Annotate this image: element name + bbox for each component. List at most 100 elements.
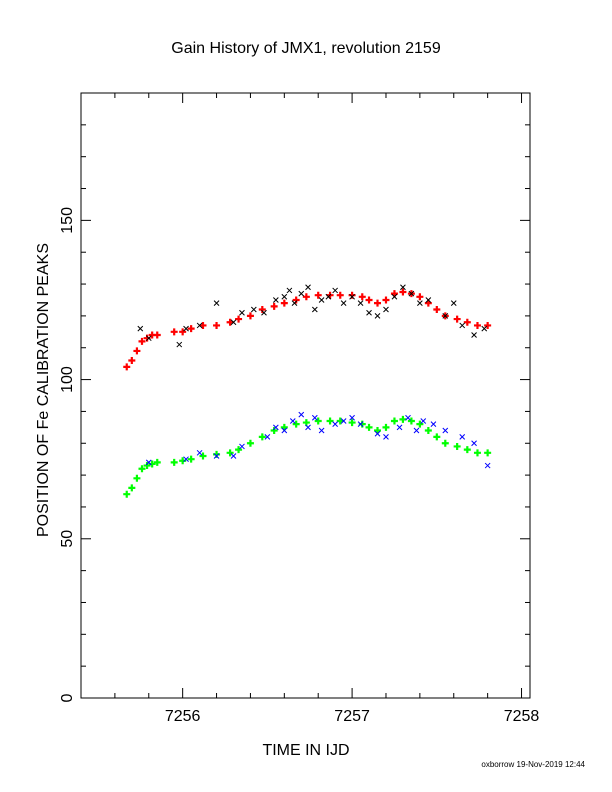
data-point-cross [471,440,477,447]
data-point-plus [453,315,461,323]
data-point-cross [349,414,355,421]
data-point-plus [358,293,366,301]
data-point-plus [348,291,356,299]
data-point-plus [199,452,207,460]
data-point-plus [123,490,131,498]
data-point-cross [291,300,298,307]
data-point-plus [133,474,141,482]
data-point-plus [365,423,373,431]
data-point-cross [357,421,364,428]
data-point-plus [270,427,278,435]
footer-credit: oxborrow 19-Nov-2019 12:44 [481,760,585,769]
data-point-cross [272,424,279,431]
data-point-cross [400,284,406,291]
data-point-plus [374,299,382,307]
data-point-plus [235,446,243,454]
data-point-plus [170,458,178,466]
data-point-plus [153,331,161,339]
data-point-cross [425,297,432,303]
plot-frame [80,92,531,699]
data-point-cross [176,341,183,348]
data-point-cross [145,335,152,342]
data-point-cross [261,309,267,316]
data-point-cross [311,306,318,313]
data-point-plus [407,417,415,425]
data-point-plus [326,417,334,425]
data-point-plus [199,321,207,329]
data-point-plus [292,296,300,304]
data-point-cross [298,411,305,418]
data-point-cross [405,414,411,421]
data-point-cross [417,300,423,307]
y-tick-label: 50 [59,530,76,548]
data-point-plus [473,321,481,329]
data-point-cross [213,300,220,307]
y-tick-label: 100 [59,366,76,393]
axis-ticks [81,93,530,698]
data-point-cross [183,325,189,332]
data-point-cross [442,313,449,319]
data-point-plus [138,465,146,473]
data-point-cross [230,453,237,459]
x-tick-label: 7256 [165,708,201,725]
data-point-plus [484,321,492,329]
data-point-cross [264,434,271,440]
data-point-plus [302,293,310,301]
data-point-cross [430,421,437,428]
data-point-plus [143,462,151,470]
data-point-plus [246,439,254,447]
data-point-cross [383,434,389,440]
data-point-plus [390,417,398,425]
data-point-cross [332,421,339,428]
x-tick-label: 7258 [504,708,540,725]
data-point-cross [391,293,398,300]
data-point-plus [258,306,266,314]
data-point-plus [374,427,382,435]
data-point-plus [128,484,136,492]
data-point-cross [459,434,466,440]
data-point-cross [318,297,325,303]
data-point-cross [196,322,203,329]
data-point-plus [336,291,344,299]
data-point-plus [235,315,243,323]
data-point-plus [433,433,441,441]
data-point-plus [416,293,424,301]
data-point-plus [302,419,310,427]
data-point-plus [270,302,278,310]
data-point-cross [408,290,415,297]
data-point-cross [450,300,457,307]
data-point-plus [382,423,390,431]
data-point-cross [281,293,288,300]
data-point-plus [433,306,441,314]
data-point-plus [314,291,322,299]
data-point-plus [399,415,407,423]
data-point-plus [358,420,366,428]
data-point-plus [138,337,146,345]
y-tick-label: 150 [59,207,76,234]
data-point-cross [420,418,427,424]
data-point-plus [348,419,356,427]
data-point-plus [170,328,178,336]
data-point-plus [280,299,288,307]
data-point-plus [280,423,288,431]
data-point-cross [281,427,288,434]
data-point-plus [128,356,136,364]
data-point-plus [187,325,195,333]
x-axis-label: TIME IN IJD [262,742,349,759]
data-point-cross [366,309,372,316]
data-point-plus [441,439,449,447]
data-point-plus [463,318,471,326]
data-point-plus [365,296,373,304]
data-point-cross [145,459,152,466]
data-point-cross [340,300,347,307]
data-point-cross [442,427,449,434]
x-tick-label: 7257 [334,708,370,725]
data-point-cross [272,297,279,303]
data-point-plus [399,288,407,296]
data-point-plus [187,455,195,463]
data-point-plus [416,420,424,428]
data-point-plus [292,420,300,428]
data-point-cross [459,322,466,329]
data-point-cross [213,453,220,459]
data-point-plus [424,427,432,435]
